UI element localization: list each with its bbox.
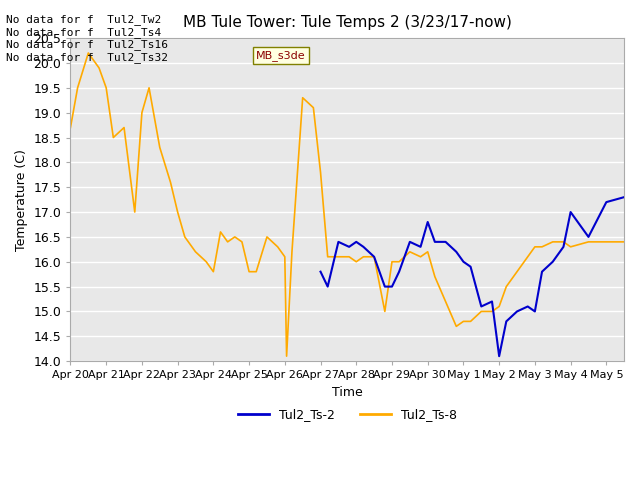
Text: MB_s3de: MB_s3de (256, 50, 306, 61)
Legend: Tul2_Ts-2, Tul2_Ts-8: Tul2_Ts-2, Tul2_Ts-8 (232, 403, 462, 426)
Text: No data for f  Tul2_Tw2
No data for f  Tul2_Ts4
No data for f  Tul2_Ts16
No data: No data for f Tul2_Tw2 No data for f Tul… (6, 14, 168, 63)
Title: MB Tule Tower: Tule Temps 2 (3/23/17-now): MB Tule Tower: Tule Temps 2 (3/23/17-now… (183, 15, 512, 30)
Y-axis label: Temperature (C): Temperature (C) (15, 149, 28, 251)
X-axis label: Time: Time (332, 386, 363, 399)
